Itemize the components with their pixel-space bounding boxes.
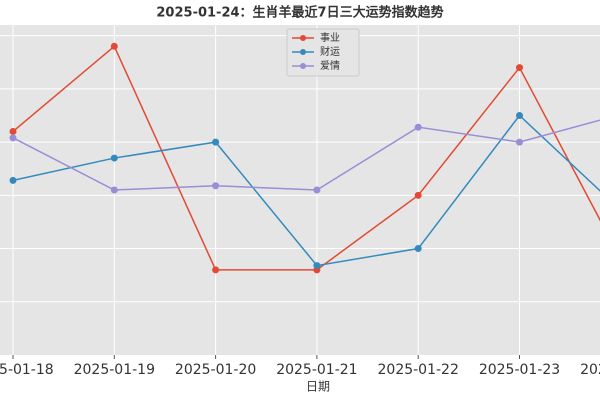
x-tick-label: 2025-01-22 [378, 362, 459, 378]
legend-marker [300, 63, 306, 69]
legend-label: 财运 [320, 45, 340, 58]
point [516, 64, 523, 72]
x-tick-label: 2025-01-21 [276, 362, 357, 378]
x-tick-label: 2025-01-19 [74, 362, 155, 378]
x-tick-label: 2025-01-18 [0, 362, 54, 378]
legend-label: 事业 [320, 31, 340, 44]
point [110, 186, 118, 194]
point [414, 245, 422, 253]
x-tick-label: 2025-01-20 [175, 362, 256, 378]
point [110, 154, 118, 162]
point [212, 266, 220, 274]
point [414, 191, 422, 199]
point [313, 186, 321, 194]
legend-marker [300, 35, 306, 41]
point [110, 42, 118, 50]
legend-marker [300, 49, 306, 55]
x-tick-label: 2025-01-23 [479, 362, 560, 378]
chart-title: 2025-01-24：生肖羊最近7日三大运势指数趋势 [156, 5, 443, 21]
point [516, 138, 523, 146]
point [414, 123, 422, 131]
point [516, 111, 523, 119]
x-axis-label: 日期 [306, 380, 330, 394]
point [9, 127, 17, 135]
point [212, 182, 220, 190]
point [9, 176, 17, 184]
legend-label: 爱情 [320, 59, 340, 72]
point [313, 262, 321, 270]
x-tick-label: 2025-01-24 [580, 362, 600, 378]
point [9, 134, 17, 142]
point [212, 138, 220, 146]
